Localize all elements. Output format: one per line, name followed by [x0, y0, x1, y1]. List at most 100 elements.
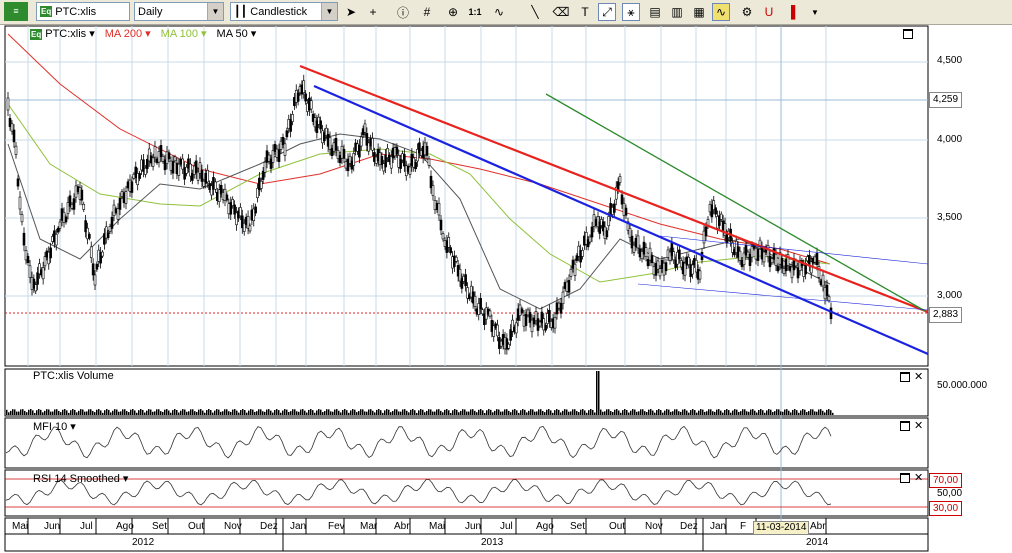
volume-bar — [654, 412, 656, 415]
volume-bar — [548, 409, 550, 415]
volume-bar — [778, 409, 780, 415]
more-icon[interactable]: ▼ — [811, 7, 819, 17]
rsi-upper-tag: 70,00 — [929, 473, 963, 488]
maximize-icon[interactable] — [900, 473, 910, 483]
ma100-legend[interactable]: MA 100 ▾ — [160, 28, 207, 40]
close-icon[interactable]: ✕ — [914, 472, 924, 484]
maximize-icon[interactable] — [900, 421, 910, 431]
candle-body — [194, 160, 198, 174]
volume-bar — [430, 409, 432, 415]
volume-bar — [50, 411, 52, 415]
candle-body — [108, 226, 112, 232]
volume-bar — [738, 411, 740, 415]
volume-bar — [678, 411, 680, 415]
wave-icon[interactable]: ∿ — [493, 5, 505, 19]
volume-bar — [390, 412, 392, 415]
volume-bar — [246, 412, 248, 415]
volume-bar — [156, 409, 158, 415]
maximize-icon[interactable] — [903, 29, 913, 39]
eq-icon[interactable]: ≡ — [4, 2, 28, 21]
ma200-legend[interactable]: MA 200 ▾ — [104, 28, 151, 40]
volume-bar — [92, 411, 94, 415]
chart-b-icon[interactable]: ▥ — [671, 5, 683, 19]
volume-bar — [352, 409, 354, 415]
candle-body — [120, 191, 124, 197]
volume-bar — [302, 409, 304, 415]
zoom-icon[interactable]: ⊕ — [447, 5, 459, 19]
candle-body — [636, 235, 640, 249]
volume-bar — [340, 412, 342, 415]
volume-bar — [684, 409, 686, 415]
settings-icon[interactable]: ⚙ — [741, 5, 753, 19]
ma50-legend[interactable]: MA 50 ▾ — [216, 28, 257, 40]
candle-body — [718, 215, 721, 226]
crosshair-icon[interactable]: + — [369, 5, 377, 19]
close-icon[interactable]: ✕ — [914, 371, 924, 383]
chart-a-icon[interactable]: ▤ — [649, 5, 661, 19]
pattern-icon[interactable]: ⚹ — [622, 3, 640, 21]
candle-body — [607, 216, 611, 227]
info-icon[interactable]: ⓘ — [396, 5, 409, 20]
volume-bar — [412, 409, 414, 415]
symbol-legend[interactable]: Eq PTC:xlis ▾ — [30, 28, 95, 40]
volume-bar — [446, 409, 448, 415]
volume-bar — [730, 412, 732, 415]
candle-body — [774, 253, 778, 266]
volume-bar — [316, 410, 318, 415]
volume-bar — [86, 411, 88, 415]
candle-body — [241, 215, 244, 229]
volume-bar — [88, 409, 90, 415]
volume-bar — [758, 409, 760, 415]
volume-bar — [592, 409, 594, 415]
ratio-button[interactable]: 1:1 — [468, 7, 482, 17]
volume-bar — [436, 409, 438, 415]
maximize-icon[interactable] — [900, 372, 910, 382]
candle-body — [296, 92, 300, 102]
candle-body — [146, 159, 149, 169]
volume-bar — [102, 412, 104, 415]
volume-bar — [530, 409, 532, 415]
indicator-icon[interactable]: ∿ — [712, 3, 730, 21]
volume-bar — [280, 412, 282, 415]
volume-bar — [670, 411, 672, 415]
candle-body — [328, 137, 332, 150]
volume-bar — [236, 410, 238, 415]
grid-icon[interactable]: # — [423, 5, 431, 19]
candle-body — [567, 280, 571, 293]
candle-body — [34, 284, 38, 292]
candle-body — [136, 173, 139, 186]
cursor-icon[interactable]: ➤ — [345, 5, 357, 19]
volume-bar — [784, 409, 786, 415]
rsi-label[interactable]: RSI 14 Smoothed ▾ — [33, 473, 129, 485]
volume-bar — [328, 409, 330, 415]
volume-bar — [160, 411, 162, 415]
candle-body — [620, 194, 624, 205]
candle-body — [185, 166, 188, 174]
period-select[interactable]: Daily ▼ — [134, 2, 224, 21]
candle-body — [439, 219, 443, 231]
volume-bar — [810, 409, 812, 415]
bar-icon[interactable]: ▐ — [786, 5, 796, 19]
text-icon[interactable]: T — [581, 5, 589, 19]
candle-body — [101, 251, 104, 257]
symbol-field[interactable]: Eq PTC:xlis — [36, 2, 130, 21]
magnet-icon[interactable]: U — [764, 5, 774, 19]
trendline-icon[interactable]: ⤢ — [598, 3, 616, 21]
chart-c-icon[interactable]: ▦ — [693, 5, 705, 19]
volume-bar — [698, 410, 700, 415]
volume-bar — [226, 409, 228, 415]
chart-type-select[interactable]: ┃┃ Candlestick ▼ — [230, 2, 338, 21]
mfi-label[interactable]: MFI 10 ▾ — [33, 421, 76, 433]
volume-bar — [170, 412, 172, 415]
rsi-lower-tag: 30,00 — [929, 501, 963, 516]
close-icon[interactable]: ✕ — [914, 420, 924, 432]
volume-bar — [506, 409, 508, 415]
volume-bar — [90, 409, 92, 415]
candle-body — [363, 123, 367, 133]
line-icon[interactable]: ╲ — [531, 5, 539, 19]
candle-body — [116, 208, 120, 220]
volume-bar — [652, 410, 654, 415]
eraser-icon[interactable]: ⌫ — [552, 5, 570, 19]
candle-body — [614, 186, 618, 200]
candle-body — [20, 214, 24, 223]
